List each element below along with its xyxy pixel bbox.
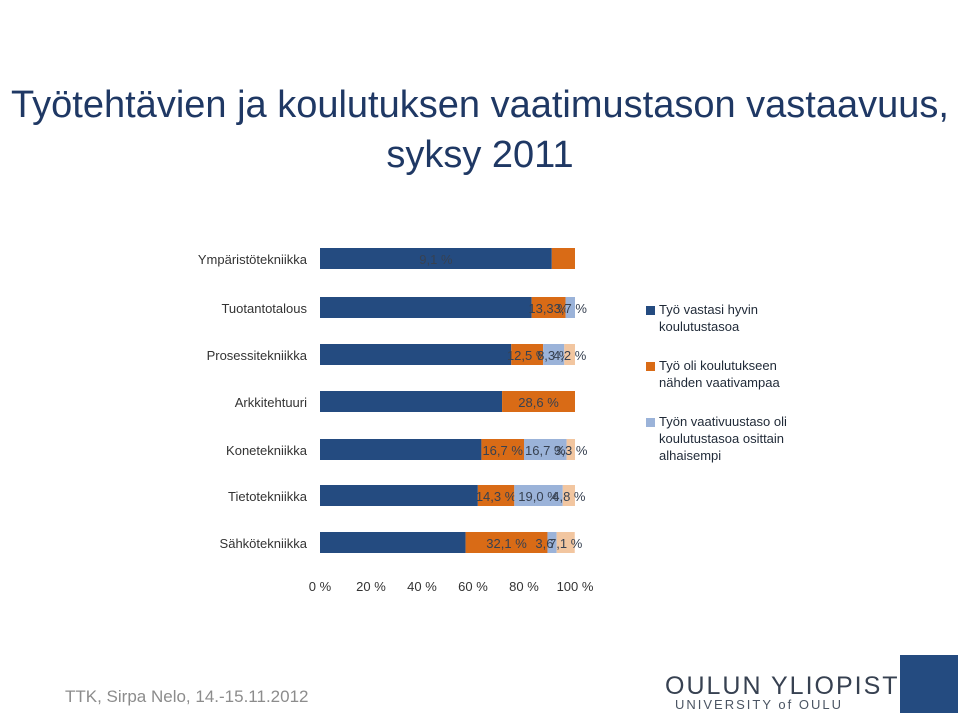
bar	[477, 485, 515, 506]
bar	[465, 532, 548, 553]
category-label: Arkkitehtuuri	[235, 395, 307, 410]
x-tick-label: 40 %	[407, 579, 437, 594]
legend-label: nähden vaativampaa	[659, 375, 780, 390]
data-label: 14,3 %	[476, 489, 517, 504]
x-tick-label: 80 %	[509, 579, 539, 594]
data-label: 9,1 %	[419, 252, 453, 267]
bar	[320, 485, 478, 506]
bar	[481, 439, 524, 460]
bar	[551, 248, 575, 269]
legend-swatch	[646, 362, 655, 371]
data-label: 4,8 %	[552, 489, 586, 504]
x-tick-label: 20 %	[356, 579, 386, 594]
legend-label: Työn vaativuustaso oli	[659, 414, 787, 429]
bar	[502, 391, 575, 412]
university-subname: UNIVERSITY of OULU	[675, 697, 843, 712]
category-label: Sähkötekniikka	[220, 536, 308, 551]
bar	[564, 344, 575, 365]
bar	[556, 532, 575, 553]
bar	[547, 532, 557, 553]
footer-text: TTK, Sirpa Nelo, 14.-15.11.2012	[65, 687, 309, 706]
x-tick-label: 0 %	[309, 579, 332, 594]
bar	[524, 439, 567, 460]
bar	[543, 344, 565, 365]
legend-label: Työ oli koulutukseen	[659, 358, 777, 373]
university-name: OULUN YLIOPISTO	[665, 672, 921, 700]
data-label: 3,3 %	[554, 443, 588, 458]
data-label: 7,1 %	[549, 536, 583, 551]
category-label: Prosessitekniikka	[207, 348, 308, 363]
data-label: 16,7 %	[525, 443, 566, 458]
data-label: 28,6 %	[518, 395, 559, 410]
bar	[565, 297, 575, 318]
data-label: 13,3 %	[528, 301, 569, 316]
legend-label: koulutustasoa	[659, 319, 740, 334]
page-title: Työtehtävien ja koulutuksen vaatimustaso…	[11, 84, 949, 176]
bar	[514, 485, 563, 506]
bar	[531, 297, 566, 318]
data-label: 32,1 %	[486, 536, 527, 551]
bar	[320, 297, 532, 318]
bar	[511, 344, 544, 365]
legend-label: koulutustasoa osittain	[659, 431, 784, 446]
x-tick-label: 100 %	[557, 579, 594, 594]
data-label: 3,7 %	[554, 301, 588, 316]
data-label: 16,7 %	[482, 443, 523, 458]
category-label: Konetekniikka	[226, 443, 308, 458]
legend-label: Työ vastasi hyvin	[659, 302, 758, 317]
bar	[320, 532, 466, 553]
bar	[320, 391, 503, 412]
bar	[320, 439, 482, 460]
bar	[566, 439, 575, 460]
x-tick-label: 60 %	[458, 579, 488, 594]
seal-icon	[900, 655, 958, 713]
data-label: 8,3 %	[537, 348, 571, 363]
bar	[562, 485, 575, 506]
data-label: 12,5 %	[507, 348, 548, 363]
category-label: Ympäristötekniikka	[198, 252, 308, 267]
bar	[320, 344, 512, 365]
category-label: Tuotantotalous	[221, 301, 307, 316]
legend-swatch	[646, 418, 655, 427]
legend-label: alhaisempi	[659, 448, 721, 463]
category-label: Tietotekniikka	[228, 489, 308, 504]
legend-swatch	[646, 306, 655, 315]
bar	[320, 248, 552, 269]
data-label: 4,2 %	[553, 348, 587, 363]
data-label: 19,0 %	[518, 489, 559, 504]
